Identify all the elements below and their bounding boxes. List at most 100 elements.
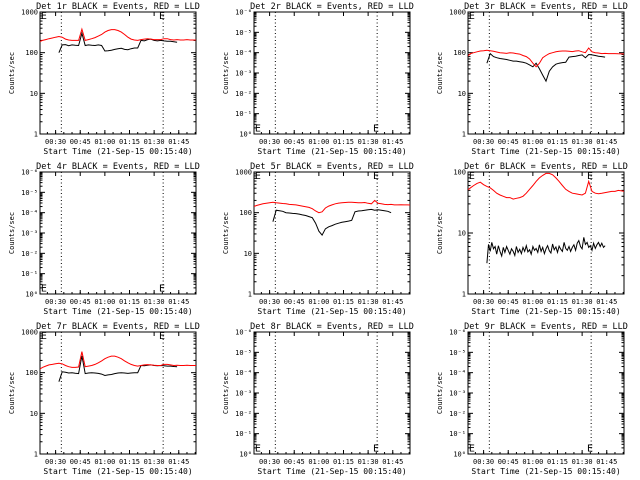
plot-frame <box>467 171 625 295</box>
y-tick-label: 10⁻⁵ <box>21 189 38 197</box>
event-marker-label: E <box>587 443 593 454</box>
panel-title: Det 1r BLACK = Events, RED = LLD <box>36 2 200 12</box>
lld-series-line <box>254 199 410 214</box>
plot-frame <box>253 11 411 135</box>
lld-series-line <box>40 27 196 43</box>
x-tick-label: 01:30 <box>144 458 165 466</box>
event-marker-label: E <box>587 11 593 22</box>
event-marker-label: E <box>159 331 165 342</box>
y-axis-label: Counts/sec <box>8 372 16 414</box>
y-tick-label: 10 <box>244 250 252 258</box>
plot-frame <box>39 171 197 295</box>
panel-title: Det 4r BLACK = Events, RED = LLD <box>36 162 200 172</box>
y-tick-label: 10⁰ <box>453 451 466 459</box>
x-tick-label: 00:30 <box>45 298 66 306</box>
detector-panel: Det 7r BLACK = Events, RED = LLD Counts/s… <box>8 322 200 476</box>
y-tick-label: 1000 <box>235 169 252 177</box>
lld-series-line <box>468 47 624 68</box>
x-tick-label: 00:30 <box>473 298 494 306</box>
event-marker-label: E <box>373 443 379 454</box>
x-tick-label: 00:45 <box>70 458 91 466</box>
y-tick-label: 10⁰ <box>25 291 38 299</box>
panel-title: Det 9r BLACK = Events, RED = LLD <box>464 322 628 332</box>
x-tick-label: 00:45 <box>498 298 519 306</box>
plot-frame <box>39 331 197 455</box>
x-tick-label: 01:00 <box>308 458 329 466</box>
detector-panel: Det 9r BLACK = Events, RED = LLD Counts/s… <box>436 322 628 476</box>
lld-series-line <box>40 351 196 370</box>
event-marker-label: E <box>159 283 165 294</box>
x-tick-label: 01:45 <box>596 138 617 146</box>
x-tick-label: 00:45 <box>284 298 305 306</box>
x-tick-label: 01:30 <box>358 298 379 306</box>
y-axis-label: Counts/sec <box>222 212 230 254</box>
detector-panel: Det 1r BLACK = Events, RED = LLD Counts/s… <box>8 2 200 156</box>
y-tick-label: 10⁻⁴ <box>21 209 38 217</box>
y-tick-label: 100 <box>453 169 466 177</box>
y-axis-label: Counts/sec <box>8 212 16 254</box>
x-tick-label: 01:30 <box>572 458 593 466</box>
y-tick-label: 10⁻³ <box>449 390 466 398</box>
plot-frame <box>467 11 625 135</box>
x-tick-label: 00:30 <box>259 458 280 466</box>
events-series-line <box>486 237 606 264</box>
x-axis-label: Start Time (21-Sep-15 00:15:40) <box>257 467 406 476</box>
y-tick-label: 10⁻⁵ <box>235 349 252 357</box>
x-tick-label: 00:30 <box>259 138 280 146</box>
x-tick-label: 01:15 <box>333 298 354 306</box>
x-tick-label: 00:30 <box>473 458 494 466</box>
y-axis-label: Counts/sec <box>222 52 230 94</box>
y-tick-label: 1 <box>34 131 38 139</box>
y-tick-label: 10⁻¹ <box>21 270 38 278</box>
panel-title: Det 5r BLACK = Events, RED = LLD <box>250 162 414 172</box>
event-marker-label: E <box>587 171 593 182</box>
x-tick-label: 01:45 <box>382 458 403 466</box>
x-tick-label: 01:45 <box>382 138 403 146</box>
panel-title: Det 8r BLACK = Events, RED = LLD <box>250 322 414 332</box>
x-tick-label: 00:30 <box>45 138 66 146</box>
x-tick-label: 01:15 <box>547 298 568 306</box>
y-tick-label: 1 <box>462 131 466 139</box>
y-tick-label: 10⁻¹ <box>235 430 252 438</box>
x-tick-label: 00:45 <box>498 138 519 146</box>
x-tick-label: 01:30 <box>144 298 165 306</box>
x-axis-label: Start Time (21-Sep-15 00:15:40) <box>43 467 192 476</box>
x-tick-label: 01:15 <box>119 458 140 466</box>
event-marker-label: E <box>41 331 47 342</box>
x-tick-label: 01:45 <box>382 298 403 306</box>
y-tick-label: 1000 <box>21 329 38 337</box>
detector-panel: Det 8r BLACK = Events, RED = LLD Counts/s… <box>222 322 414 476</box>
event-marker-label: E <box>159 11 165 22</box>
x-tick-label: 01:45 <box>168 458 189 466</box>
x-tick-label: 01:15 <box>119 138 140 146</box>
x-tick-label: 01:45 <box>168 138 189 146</box>
y-tick-label: 10⁻¹ <box>449 430 466 438</box>
y-tick-label: 10⁰ <box>239 451 252 459</box>
plot-frame <box>253 171 411 295</box>
x-axis-label: Start Time (21-Sep-15 00:15:40) <box>257 307 406 316</box>
y-tick-label: 10⁻⁶ <box>235 9 252 17</box>
plot-frame <box>39 11 197 135</box>
y-tick-label: 10 <box>30 90 38 98</box>
x-axis-label: Start Time (21-Sep-15 00:15:40) <box>257 147 406 156</box>
y-tick-label: 10 <box>30 410 38 418</box>
y-tick-label: 10⁻⁵ <box>235 29 252 37</box>
y-tick-label: 10⁻³ <box>235 70 252 78</box>
event-marker-label: E <box>469 171 475 182</box>
detector-panel: Det 2r BLACK = Events, RED = LLD Counts/s… <box>222 2 414 156</box>
y-tick-label: 10⁻² <box>21 250 38 258</box>
x-tick-label: 01:00 <box>308 298 329 306</box>
detector-panel: Det 6r BLACK = Events, RED = LLD Counts/s… <box>436 162 628 316</box>
detector-panel: Det 4r BLACK = Events, RED = LLD Counts/s… <box>8 162 200 316</box>
y-tick-label: 10 <box>458 90 466 98</box>
x-tick-label: 00:45 <box>284 138 305 146</box>
event-marker-label: E <box>373 171 379 182</box>
y-axis-label: Counts/sec <box>8 52 16 94</box>
x-tick-label: 00:30 <box>473 138 494 146</box>
panel-title: Det 7r BLACK = Events, RED = LLD <box>36 322 200 332</box>
x-tick-label: 00:45 <box>284 458 305 466</box>
x-tick-label: 01:45 <box>168 298 189 306</box>
y-tick-label: 10⁻⁴ <box>449 369 466 377</box>
y-tick-label: 100 <box>25 49 38 57</box>
